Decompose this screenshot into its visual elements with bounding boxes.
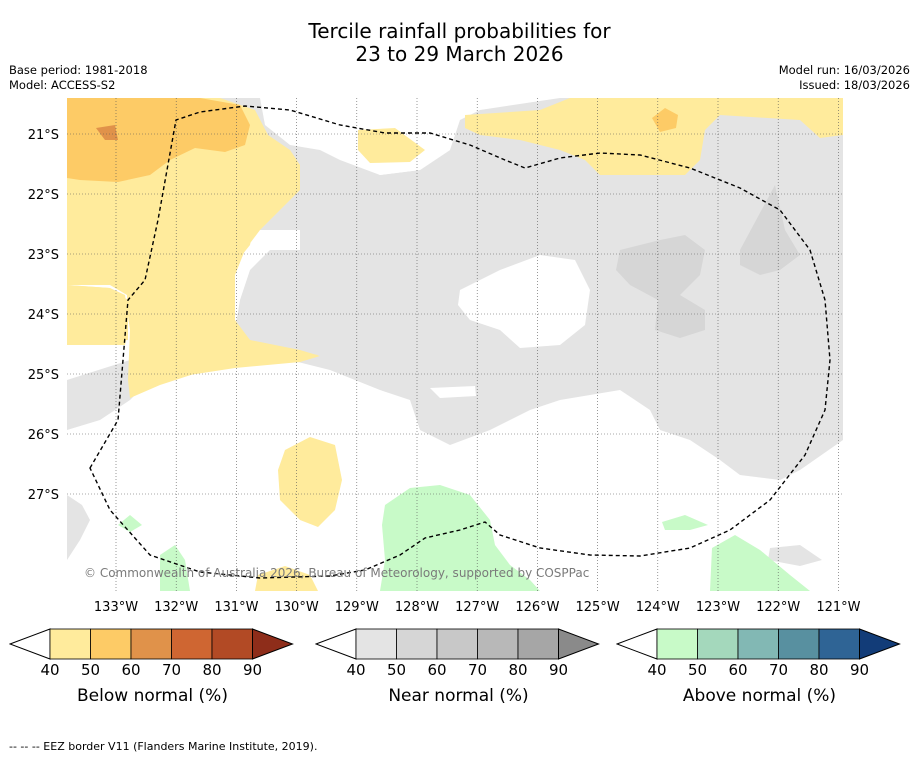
model-name: Model: ACCESS-S2 — [9, 78, 116, 92]
below-normal-region-west — [67, 285, 128, 345]
colorbar-tick-label: 60 — [121, 661, 141, 679]
colorbar-extend-high — [558, 628, 600, 660]
longitude-label: 129°W — [335, 600, 379, 615]
above-normal-region-south — [380, 485, 540, 591]
colorbar-segment — [171, 628, 213, 660]
colorbar-segment — [436, 628, 478, 660]
colorbar-tick-label: 70 — [768, 661, 789, 679]
colorbar-segment — [517, 628, 559, 660]
colorbar-segment — [477, 628, 519, 660]
below-normal-region-bottom — [255, 566, 318, 591]
colorbar-segment — [130, 628, 172, 660]
near-normal-50-patch-2 — [740, 185, 800, 275]
copyright-notice: © Commonwealth of Australia 2026, Bureau… — [84, 566, 589, 580]
colorbar-extend-high — [859, 628, 901, 660]
latitude-label: 24°S — [28, 308, 59, 323]
above-normal-region-se — [710, 535, 810, 591]
colorbar-title: Below normal (%) — [77, 686, 228, 706]
above-normal-region-west — [160, 545, 190, 591]
near-normal-region-se — [768, 545, 822, 566]
colorbar-tick-label: 50 — [80, 661, 101, 679]
colorbar-tick-label: 90 — [849, 661, 870, 679]
colorbar-tick-label: 50 — [687, 661, 708, 679]
longitude-label: 132°W — [154, 600, 198, 615]
graticule — [67, 98, 843, 591]
colorbar-extend-low — [616, 628, 658, 660]
colorbar-tick-label: 90 — [242, 661, 263, 679]
longitude-label: 133°W — [94, 600, 138, 615]
colorbar-segment — [355, 628, 397, 660]
blank-area-small — [430, 386, 476, 398]
colorbar-tick-label: 80 — [809, 661, 829, 679]
colorbar — [9, 628, 294, 660]
longitude-label: 121°W — [816, 600, 860, 615]
near-normal-region-w — [67, 495, 90, 560]
colorbar-tick-label: 90 — [548, 661, 569, 679]
eez-border — [89, 105, 831, 579]
colorbar-extend-high — [252, 628, 294, 660]
colorbar-segment — [90, 628, 132, 660]
map-title-line1: Tercile rainfall probabilities for — [308, 19, 611, 43]
longitude-label: 124°W — [636, 600, 680, 615]
eez-legend-note: -- -- -- EEZ border V11 (Flanders Marine… — [9, 740, 318, 753]
below-normal-50-patch — [652, 108, 678, 132]
latitude-label: 27°S — [28, 488, 59, 503]
colorbar-tick-label: 60 — [427, 661, 447, 679]
colorbar-extend-low — [315, 628, 357, 660]
longitude-label: 131°W — [214, 600, 258, 615]
colorbar-segment — [737, 628, 779, 660]
colorbar-tick-label: 80 — [202, 661, 222, 679]
colorbar-segment — [211, 628, 253, 660]
colorbar-tick-label: 40 — [647, 661, 667, 679]
colorbar-tick-label: 80 — [508, 661, 528, 679]
latitude-label: 23°S — [28, 248, 59, 263]
colorbar-tick-label: 70 — [161, 661, 182, 679]
above-normal-region-w2 — [118, 515, 142, 532]
colorbar-segment — [778, 628, 820, 660]
colorbar-title: Near normal (%) — [388, 686, 529, 706]
colorbar-tick-label: 40 — [40, 661, 60, 679]
colorbar-tick-label: 50 — [386, 661, 407, 679]
near-normal-50-patch-1 — [616, 235, 705, 338]
longitude-label: 128°W — [395, 600, 439, 615]
below-normal-region-main — [130, 200, 318, 398]
longitude-label: 125°W — [576, 600, 620, 615]
longitude-label: 126°W — [515, 600, 559, 615]
longitude-label: 127°W — [455, 600, 499, 615]
model-run-date: Model run: 16/03/2026 — [778, 63, 910, 77]
below-normal-region-south — [278, 437, 342, 527]
map-title-line2: 23 to 29 March 2026 — [355, 42, 564, 66]
latitude-label: 25°S — [28, 368, 59, 383]
longitude-label: 122°W — [756, 600, 800, 615]
colorbar-segment — [396, 628, 438, 660]
colorbar-title: Above normal (%) — [682, 686, 837, 706]
colorbar-tick-label: 40 — [346, 661, 366, 679]
colorbar-segment — [697, 628, 739, 660]
latitude-label: 26°S — [28, 428, 59, 443]
axis-labels: 133°W 132°W 131°W 130°W 129°W 128°W 127°W 126°W… — [28, 128, 861, 615]
below-normal-region-mid — [358, 128, 425, 163]
longitude-label: 123°W — [696, 600, 740, 615]
base-period: Base period: 1981-2018 — [9, 63, 148, 77]
colorbar-tick-label: 60 — [728, 661, 748, 679]
colorbar-segment — [49, 628, 91, 660]
colorbar-tick-label: 70 — [467, 661, 488, 679]
issued-date: Issued: 18/03/2026 — [799, 78, 910, 92]
above-normal-region-east — [662, 515, 708, 530]
colorbar-extend-low — [9, 628, 51, 660]
probability-fields: © Commonwealth of Australia 2026, Bureau… — [67, 98, 843, 591]
colorbar-segment — [818, 628, 860, 660]
colorbar — [616, 628, 901, 660]
colorbar-segment — [656, 628, 698, 660]
latitude-label: 21°S — [28, 128, 59, 143]
below-normal-region-top — [465, 98, 843, 175]
colorbar — [315, 628, 600, 660]
blank-area-center — [458, 255, 590, 348]
latitude-label: 22°S — [28, 188, 59, 203]
below-normal-60-patch — [96, 125, 118, 140]
longitude-label: 130°W — [275, 600, 319, 615]
below-normal-50-region — [67, 98, 250, 182]
